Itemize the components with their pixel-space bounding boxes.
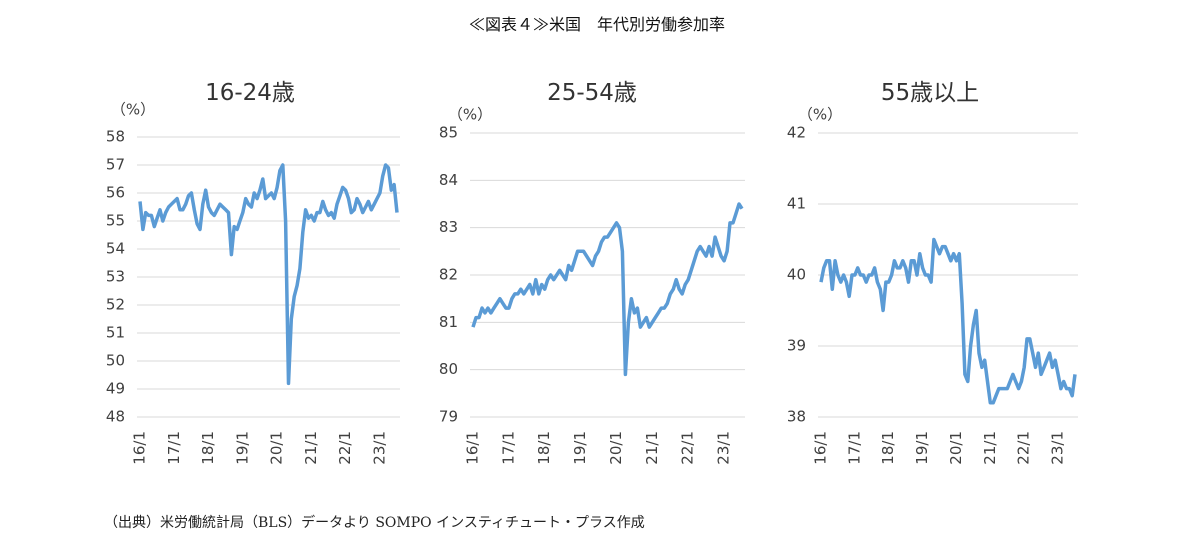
y-axis-label: （%） [111,101,155,119]
x-tick-label: 19/1 [571,431,589,465]
y-tick-label: 57 [106,156,125,174]
y-tick-label: 83 [439,218,458,236]
y-tick-label: 81 [439,313,458,331]
y-tick-label: 40 [787,266,806,284]
y-tick-label: 55 [106,212,125,230]
y-tick-label: 56 [106,184,125,202]
x-tick-label: 19/1 [233,431,251,465]
y-tick-label: 82 [439,266,458,284]
y-tick-label: 58 [106,128,125,146]
y-tick-label: 52 [106,296,125,314]
y-tick-label: 84 [439,171,458,189]
x-tick-label: 18/1 [199,431,217,465]
y-axis-label: （%） [798,106,842,124]
x-tick-label: 16/1 [131,431,149,465]
x-tick-label: 22/1 [679,431,697,465]
chart-title: 25-54歳 [547,80,637,106]
x-tick-label: 20/1 [268,431,286,465]
x-tick-label: 23/1 [1049,431,1067,465]
x-tick-label: 20/1 [607,431,625,465]
x-tick-label: 16/1 [464,431,482,465]
x-tick-label: 17/1 [165,431,183,465]
x-tick-label: 21/1 [643,431,661,465]
data-line [471,202,744,377]
x-tick-label: 18/1 [879,431,897,465]
y-tick-label: 54 [106,240,125,258]
y-tick-label: 85 [439,124,458,142]
x-tick-label: 17/1 [845,431,863,465]
y-tick-label: 50 [106,352,125,370]
y-tick-label: 49 [106,380,125,398]
y-tick-label: 80 [439,360,458,378]
y-tick-label: 53 [106,268,125,286]
x-tick-label: 22/1 [1015,431,1033,465]
x-tick-label: 20/1 [947,431,965,465]
y-tick-label: 42 [787,124,806,142]
y-tick-label: 39 [787,337,806,355]
y-tick-label: 48 [106,408,125,426]
x-tick-label: 21/1 [981,431,999,465]
data-line [138,163,399,386]
source-note: （出典）米労働統計局（BLS）データより SOMPO インスティチュート・プラス… [104,514,645,531]
chart-title: 55歳以上 [881,80,979,106]
y-tick-label: 79 [439,408,458,426]
y-tick-label: 41 [787,195,806,213]
x-tick-label: 17/1 [499,431,517,465]
y-axis-label: （%） [448,106,492,124]
x-tick-label: 22/1 [336,431,354,465]
x-tick-label: 16/1 [812,431,830,465]
chart-title: 16-24歳 [205,80,295,106]
x-tick-label: 18/1 [535,431,553,465]
x-tick-label: 21/1 [302,431,320,465]
x-tick-label: 23/1 [715,431,733,465]
x-tick-label: 19/1 [913,431,931,465]
data-line [819,237,1077,405]
y-tick-label: 51 [106,324,125,342]
page-title: ≪図表４≫米国 年代別労働参加率 [469,15,725,34]
y-tick-label: 38 [787,408,806,426]
x-tick-label: 23/1 [370,431,388,465]
